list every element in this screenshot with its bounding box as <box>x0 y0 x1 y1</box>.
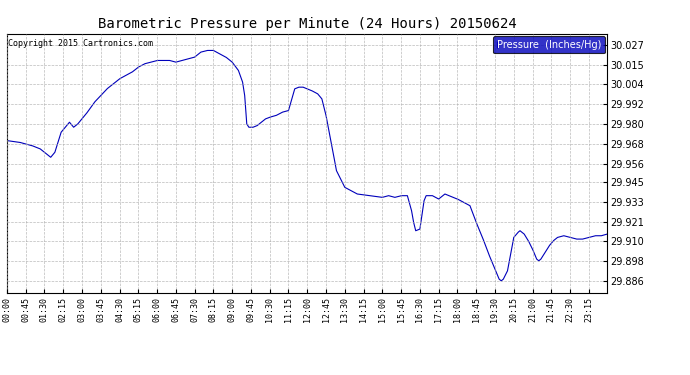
Title: Barometric Pressure per Minute (24 Hours) 20150624: Barometric Pressure per Minute (24 Hours… <box>98 17 516 31</box>
Text: Copyright 2015 Cartronics.com: Copyright 2015 Cartronics.com <box>8 39 152 48</box>
Legend: Pressure  (Inches/Hg): Pressure (Inches/Hg) <box>493 36 605 54</box>
